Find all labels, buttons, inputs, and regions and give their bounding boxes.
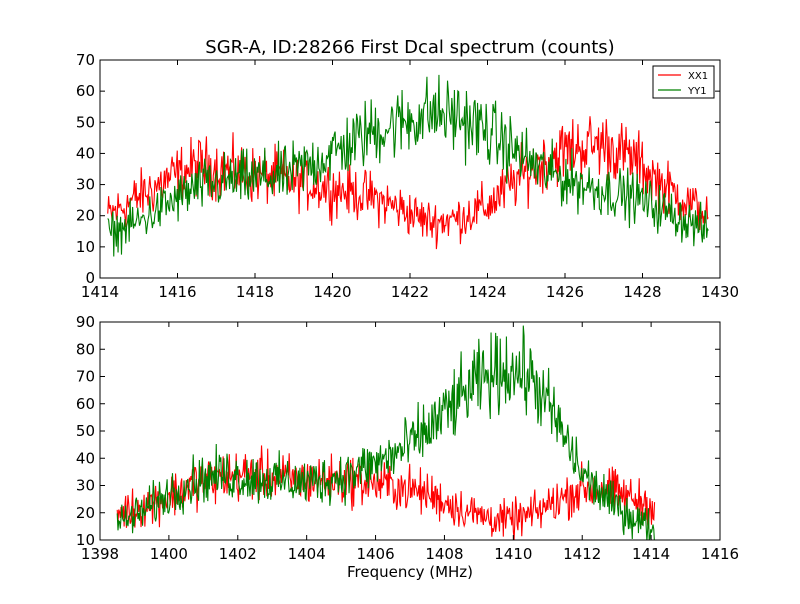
y-tick-label: 60 [76, 395, 95, 413]
y-tick-label: 20 [76, 207, 95, 225]
x-tick-label: 1408 [425, 545, 463, 563]
y-tick-label: 50 [76, 113, 95, 131]
x-tick-label: 1410 [494, 545, 532, 563]
x-tick-label: 1416 [158, 283, 196, 301]
legend-label: YY1 [687, 86, 707, 97]
x-axis-label: Frequency (MHz) [347, 563, 473, 581]
y-tick-label: 40 [76, 449, 95, 467]
x-tick-label: 1418 [236, 283, 274, 301]
x-tick-label: 1406 [356, 545, 394, 563]
x-tick-label: 1414 [632, 545, 670, 563]
top-panel: 1414 1416 1418 1420 1422 1424 1426 1428 1430 0 10 2… [76, 51, 739, 301]
x-tick-label: 1404 [288, 545, 326, 563]
x-tick-label: 1430 [701, 283, 739, 301]
y-tick-label: 70 [76, 51, 95, 69]
x-tick-label: 1428 [623, 283, 661, 301]
x-tick-label: 1426 [546, 283, 584, 301]
x-tick-label: 1398 [81, 545, 119, 563]
legend-label: XX1 [688, 71, 708, 82]
y-tick-label: 90 [76, 313, 95, 331]
x-tick-label: 1402 [219, 545, 257, 563]
y-tick-label: 40 [76, 144, 95, 162]
x-tick-label: 1422 [391, 283, 429, 301]
x-tick-label: 1416 [701, 545, 739, 563]
x-tick-label: 1414 [81, 283, 119, 301]
x-tick-label: 1412 [563, 545, 601, 563]
y-tick-label: 80 [76, 340, 95, 358]
x-tick-label: 1400 [150, 545, 188, 563]
bottom-panel: 1398 1400 1402 1404 1406 1408 1410 1412 1414 1416… [76, 313, 739, 563]
x-tick-label: 1420 [313, 283, 351, 301]
y-tick-label: 10 [76, 531, 95, 549]
y-tick-label: 20 [76, 504, 95, 522]
y-tick-label: 0 [85, 269, 95, 287]
y-tick-label: 30 [76, 477, 95, 495]
y-tick-label: 10 [76, 238, 95, 256]
series-line-green [116, 325, 655, 540]
x-tick-label: 1424 [468, 283, 506, 301]
y-tick-label: 70 [76, 368, 95, 386]
chart-title: SGR-A, ID:28266 First Dcal spectrum (cou… [205, 37, 614, 58]
y-tick-label: 60 [76, 82, 95, 100]
y-tick-label: 50 [76, 422, 95, 440]
series-line-yy1 [107, 74, 709, 257]
legend-box [652, 65, 715, 99]
y-tick-label: 30 [76, 176, 95, 194]
